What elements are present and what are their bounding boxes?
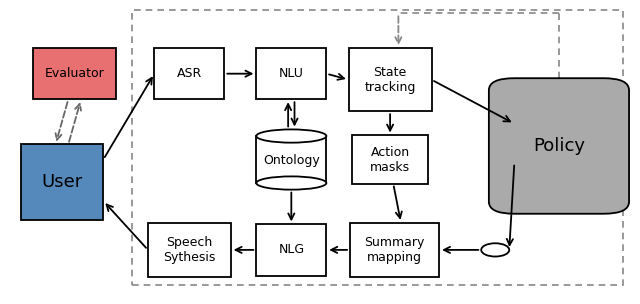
Text: ASR: ASR [177,67,202,80]
FancyBboxPatch shape [33,48,116,99]
FancyBboxPatch shape [352,136,428,184]
Text: Summary
mapping: Summary mapping [364,236,425,264]
Ellipse shape [256,176,326,190]
FancyBboxPatch shape [350,223,439,277]
Ellipse shape [256,130,326,143]
Text: Speech
Sythesis: Speech Sythesis [163,236,216,264]
Text: User: User [42,173,83,191]
Text: NLG: NLG [278,244,305,256]
Circle shape [481,243,509,257]
FancyBboxPatch shape [154,48,225,99]
FancyBboxPatch shape [256,224,326,275]
FancyBboxPatch shape [489,78,629,214]
FancyBboxPatch shape [20,144,103,220]
Text: Action
masks: Action masks [370,146,410,174]
Text: Policy: Policy [533,137,585,155]
Text: Evaluator: Evaluator [45,67,104,80]
FancyBboxPatch shape [349,48,431,111]
FancyBboxPatch shape [148,223,231,277]
Bar [256,136,326,183]
Text: State
tracking: State tracking [364,66,416,94]
Text: Ontology: Ontology [263,154,320,168]
FancyBboxPatch shape [256,48,326,99]
Text: NLU: NLU [279,67,304,80]
